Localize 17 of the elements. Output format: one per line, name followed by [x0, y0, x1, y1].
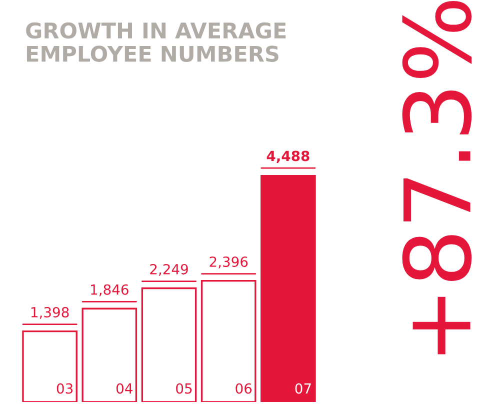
x-tick-label: 05 — [176, 383, 192, 394]
data-label: 4,488 — [266, 150, 310, 163]
data-label: 2,249 — [150, 264, 188, 276]
bar — [22, 330, 78, 402]
x-tick-label: 06 — [236, 383, 252, 394]
data-label: 2,396 — [210, 256, 248, 268]
bar — [141, 287, 197, 402]
data-label: 1,398 — [31, 306, 69, 319]
bar — [82, 308, 138, 402]
data-label: 1,846 — [91, 284, 128, 296]
bar — [260, 175, 316, 402]
chart-title: GROWTH IN AVERAGE EMPLOYEE NUMBERS — [26, 22, 286, 62]
text: +87.3% — [402, 1, 472, 354]
x-tick-label: 03 — [56, 383, 73, 394]
x-tick-label: 04 — [116, 383, 132, 394]
x-tick-label: 07 — [295, 383, 311, 394]
bar — [200, 280, 256, 402]
